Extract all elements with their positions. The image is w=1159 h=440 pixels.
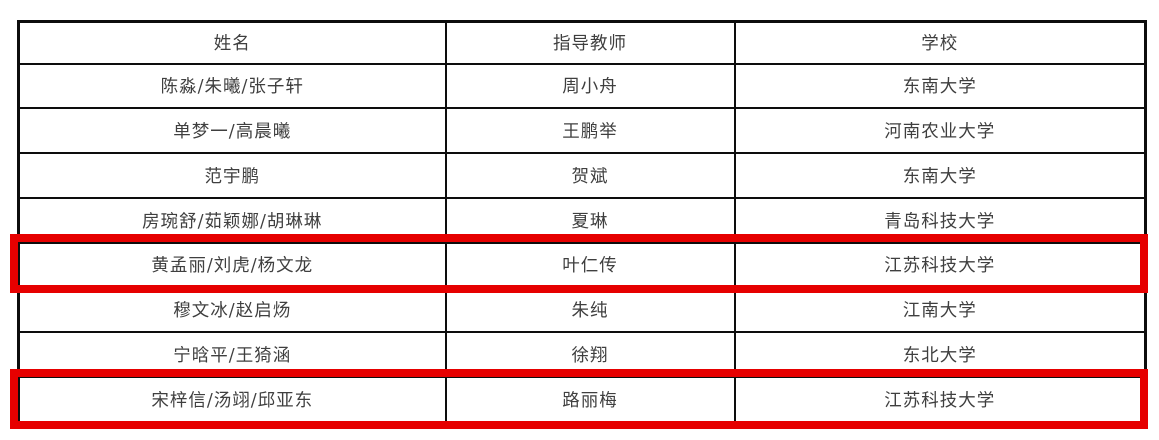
cell-name: 宋梓信/汤翊/邱亚东 bbox=[17, 375, 447, 424]
cell-advisor: 贺斌 bbox=[444, 152, 736, 199]
cell-advisor: 周小舟 bbox=[444, 62, 736, 110]
cell-advisor: 路丽梅 bbox=[444, 375, 736, 424]
cell-advisor: 叶仁传 bbox=[444, 241, 736, 289]
cell-name: 范宇鹏 bbox=[17, 152, 447, 199]
table-row: 陈淼/朱曦/张子轩 周小舟 东南大学 bbox=[17, 62, 1147, 110]
cell-advisor: 徐翔 bbox=[444, 331, 736, 378]
cell-school: 河南农业大学 bbox=[733, 107, 1147, 155]
table-row-highlighted: 宋梓信/汤翊/邱亚东 路丽梅 江苏科技大学 bbox=[17, 375, 1147, 424]
cell-advisor: 王鹏举 bbox=[444, 107, 736, 155]
cell-school: 东北大学 bbox=[733, 331, 1147, 378]
column-header-advisor: 指导教师 bbox=[444, 20, 736, 65]
cell-name: 穆文冰/赵启炀 bbox=[17, 286, 447, 334]
table-header-row: 姓名 指导教师 学校 bbox=[17, 20, 1147, 65]
cell-school: 江苏科技大学 bbox=[733, 375, 1147, 424]
cell-name: 单梦一/高晨曦 bbox=[17, 107, 447, 155]
table-row: 范宇鹏 贺斌 东南大学 bbox=[17, 152, 1147, 199]
cell-school: 东南大学 bbox=[733, 62, 1147, 110]
cell-school: 东南大学 bbox=[733, 152, 1147, 199]
cell-advisor: 夏琳 bbox=[444, 196, 736, 244]
table-row: 宁晗平/王猗涵 徐翔 东北大学 bbox=[17, 331, 1147, 378]
table-row: 穆文冰/赵启炀 朱纯 江南大学 bbox=[17, 286, 1147, 334]
cell-name: 宁晗平/王猗涵 bbox=[17, 331, 447, 378]
cell-name: 陈淼/朱曦/张子轩 bbox=[17, 62, 447, 110]
table-row-highlighted: 黄孟丽/刘虎/杨文龙 叶仁传 江苏科技大学 bbox=[17, 241, 1147, 289]
table-row: 房琬舒/茹颖娜/胡琳琳 夏琳 青岛科技大学 bbox=[17, 196, 1147, 244]
table-row: 单梦一/高晨曦 王鹏举 河南农业大学 bbox=[17, 107, 1147, 155]
column-header-name: 姓名 bbox=[17, 20, 447, 65]
cell-advisor: 朱纯 bbox=[444, 286, 736, 334]
cell-name: 黄孟丽/刘虎/杨文龙 bbox=[17, 241, 447, 289]
column-header-school: 学校 bbox=[733, 20, 1147, 65]
cell-name: 房琬舒/茹颖娜/胡琳琳 bbox=[17, 196, 447, 244]
award-list-table: 姓名 指导教师 学校 陈淼/朱曦/张子轩 周小舟 东南大学 单梦一/高晨曦 王鹏… bbox=[17, 20, 1147, 424]
cell-school: 青岛科技大学 bbox=[733, 196, 1147, 244]
cell-school: 江苏科技大学 bbox=[733, 241, 1147, 289]
cell-school: 江南大学 bbox=[733, 286, 1147, 334]
